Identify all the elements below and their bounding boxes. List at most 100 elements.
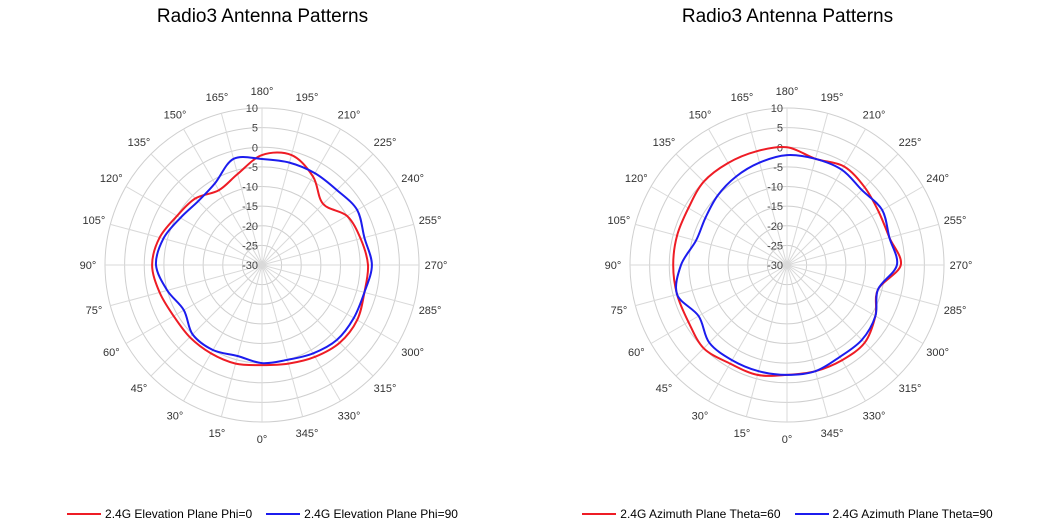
theta-tick-label: 120° — [625, 173, 648, 185]
theta-tick-label: 135° — [653, 137, 676, 149]
theta-tick-label: 30° — [692, 411, 709, 423]
legend-swatch-blue — [266, 513, 301, 515]
r-tick-label: -20 — [767, 221, 783, 233]
legend-label: 2.4G Azimuth Plane Theta=90 — [832, 507, 993, 521]
grid-spoke — [786, 264, 939, 307]
theta-tick-label: 180° — [251, 86, 274, 98]
r-tick-label: -20 — [242, 221, 258, 233]
theta-tick-label: 45° — [656, 383, 673, 395]
grid-spoke — [110, 264, 263, 307]
theta-tick-label: 240° — [401, 173, 424, 185]
theta-tick-label: 165° — [731, 92, 754, 104]
grid-spoke — [220, 264, 263, 417]
grid-spoke — [708, 264, 788, 402]
grid-spoke — [125, 186, 263, 266]
legend-label: 2.4G Elevation Plane Phi=0 — [105, 507, 253, 521]
legend-label: 2.4G Azimuth Plane Theta=60 — [620, 507, 781, 521]
grid-spoke — [786, 264, 866, 402]
legend-item: 2.4G Azimuth Plane Theta=60 — [582, 507, 781, 521]
theta-tick-label: 90° — [80, 260, 97, 272]
theta-tick-label: 90° — [605, 260, 622, 272]
theta-tick-label: 210° — [338, 109, 361, 121]
grid-spoke — [110, 223, 263, 266]
theta-tick-label: 30° — [167, 411, 184, 423]
grid-spoke — [261, 113, 304, 266]
grid-spoke — [745, 264, 788, 417]
theta-tick-label: 75° — [611, 305, 628, 317]
series-line — [675, 153, 899, 376]
grid-spoke — [261, 264, 399, 344]
theta-tick-label: 270° — [950, 260, 973, 272]
polar-plot: 10 5 0 -5 -10 -15 -20 -25 -30 0° 15° 30° 45° 60° 75° 90… — [605, 86, 973, 446]
chart-title: Radio3 Antenna Patterns — [156, 6, 369, 27]
r-tick-label: -30 — [767, 260, 783, 272]
grid-spoke — [125, 264, 263, 344]
r-tick-label: -10 — [767, 182, 783, 194]
r-tick-label: -30 — [242, 260, 258, 272]
legend: 2.4G Azimuth Plane Theta=60 2.4G Azimuth… — [525, 507, 1050, 521]
grid-spoke — [745, 113, 788, 266]
grid-spoke — [261, 186, 399, 266]
r-tick-label: -15 — [242, 201, 258, 213]
theta-tick-label: 345° — [296, 428, 319, 440]
grid-spoke — [261, 264, 414, 307]
grid-spoke — [261, 264, 304, 417]
theta-tick-label: 225° — [374, 137, 397, 149]
r-tick-label: 5 — [777, 123, 783, 135]
theta-tick-label: 285° — [944, 305, 967, 317]
theta-tick-label: 120° — [100, 173, 123, 185]
grid-spoke — [635, 264, 788, 307]
legend-swatch-blue — [794, 513, 829, 515]
theta-tick-label: 0° — [257, 434, 268, 446]
legend-item: 2.4G Azimuth Plane Theta=90 — [794, 507, 993, 521]
r-tick-label: -10 — [242, 182, 258, 194]
theta-tick-label: 195° — [296, 92, 319, 104]
grid-spoke — [786, 264, 924, 344]
r-tick-label: 10 — [246, 103, 258, 115]
grid-spoke — [708, 128, 788, 266]
theta-tick-label: 270° — [425, 260, 448, 272]
legend-swatch-red — [582, 513, 617, 515]
theta-tick-label: 150° — [164, 109, 187, 121]
grid-spoke — [261, 264, 374, 377]
theta-tick-label: 240° — [926, 173, 949, 185]
grid-spoke — [261, 153, 374, 266]
r-tick-label: -5 — [773, 162, 783, 174]
grid-spoke — [150, 264, 263, 377]
series-line — [151, 151, 370, 367]
r-tick-label: -25 — [242, 240, 258, 252]
grid-spoke — [786, 264, 829, 417]
theta-tick-label: 45° — [131, 383, 148, 395]
theta-tick-label: 300° — [401, 347, 424, 359]
grid-spoke — [150, 153, 263, 266]
r-tick-label: 0 — [777, 142, 783, 154]
theta-tick-label: 105° — [608, 215, 631, 227]
theta-tick-label: 165° — [206, 92, 229, 104]
grid-spoke — [635, 223, 788, 266]
r-tick-label: -15 — [767, 201, 783, 213]
r-tick-label: 5 — [252, 123, 258, 135]
theta-tick-label: 150° — [689, 109, 712, 121]
grid-spoke — [650, 186, 788, 266]
grid-spoke — [261, 128, 341, 266]
r-tick-label: 10 — [771, 103, 783, 115]
grid-spoke — [650, 264, 788, 344]
theta-tick-label: 135° — [128, 137, 151, 149]
grid-spoke — [786, 223, 939, 266]
grid-spoke — [786, 264, 899, 377]
r-tick-label: -5 — [248, 162, 258, 174]
theta-tick-label: 255° — [419, 215, 442, 227]
chart-panel-right: Radio3 Antenna Patterns 10 5 0 -5 -10 -15 -20 -… — [525, 0, 1050, 532]
theta-tick-label: 315° — [374, 383, 397, 395]
chart-panel-left: Radio3 Antenna Patterns 10 5 0 -5 -10 -15 -20 -… — [0, 6, 525, 521]
theta-tick-label: 315° — [899, 383, 922, 395]
grid-spoke — [786, 113, 829, 266]
legend: 2.4G Elevation Plane Phi=0 2.4G Elevatio… — [0, 507, 525, 521]
r-tick-label: 0 — [252, 142, 258, 154]
grid-spoke — [675, 264, 788, 377]
grid-spoke — [786, 153, 899, 266]
theta-tick-label: 15° — [209, 428, 226, 440]
grid-spoke — [675, 153, 788, 266]
legend-swatch-red — [67, 513, 102, 515]
theta-tick-label: 105° — [83, 215, 106, 227]
